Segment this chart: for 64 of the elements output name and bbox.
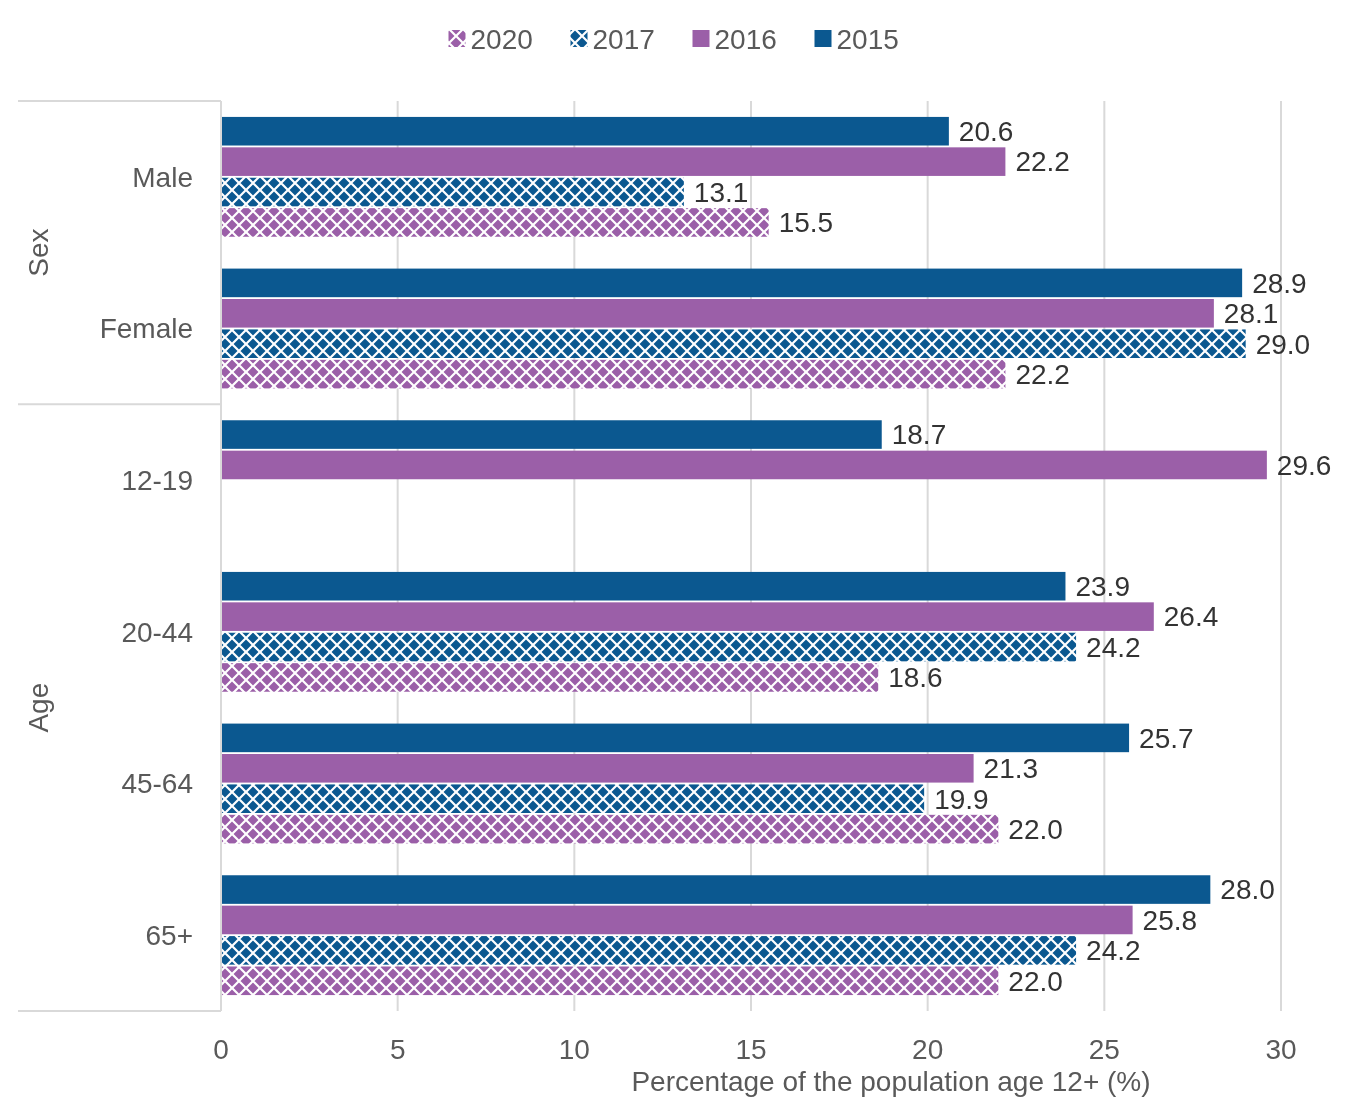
data-label: 28.9: [1252, 267, 1307, 299]
data-label: 20.6: [958, 116, 1014, 148]
x-tick-label: 20: [912, 1034, 944, 1065]
y-tick-label: 12-19: [121, 464, 193, 496]
bar: [221, 632, 1077, 662]
text: Sex: [23, 228, 54, 277]
data-label: 22.0: [1008, 813, 1063, 845]
x-tick-label: 0: [213, 1034, 229, 1065]
x-tick-label: 25: [1088, 1034, 1120, 1065]
bar: [221, 208, 769, 237]
data-label: 13.1: [693, 176, 749, 208]
x-axis-title: Percentage of the population age 12+ (%): [631, 1066, 1151, 1097]
bar: [221, 814, 999, 844]
data-label: 25.8: [1142, 904, 1198, 936]
data-label: 24.2: [1086, 935, 1141, 967]
x-tick-label: 5: [389, 1034, 406, 1065]
data-label: 18.7: [891, 419, 947, 451]
x-tick-label: 15: [735, 1034, 767, 1065]
bar: [221, 177, 684, 207]
data-label: 21.3: [983, 753, 1039, 785]
data-label: 28.1: [1223, 298, 1279, 330]
data-label: 28.0: [1220, 874, 1275, 906]
data-label: 25.7: [1139, 722, 1194, 754]
x-tick-label: 30: [1265, 1034, 1297, 1065]
data-label: 24.2: [1086, 631, 1141, 663]
y-tick-label: 20-44: [121, 616, 193, 648]
legend-label: 2020: [470, 23, 533, 55]
legend-label: 2017: [592, 23, 655, 55]
y-tick-label: 65+: [145, 919, 193, 951]
y-tick-label: Male: [132, 161, 193, 193]
bar: [221, 420, 882, 449]
bar: [221, 147, 1006, 176]
bar: [221, 116, 949, 146]
bar: [221, 329, 1246, 358]
bar: [221, 571, 1066, 601]
bar: [221, 875, 1211, 904]
legend-label: 2015: [836, 23, 899, 55]
bar: [221, 905, 1133, 935]
bar: [221, 663, 879, 692]
data-label: 15.5: [778, 207, 834, 239]
bar: [221, 966, 999, 996]
data-label: 18.6: [888, 662, 943, 694]
data-label: 23.9: [1075, 571, 1130, 603]
data-label: 29.0: [1255, 328, 1311, 360]
bar: [221, 268, 1243, 298]
bar: [221, 602, 1154, 631]
data-label: 22.0: [1008, 965, 1063, 997]
y-tick-label: 45-64: [121, 768, 193, 800]
data-label: 22.2: [1015, 358, 1070, 390]
bar: [221, 299, 1214, 328]
bar: [221, 784, 925, 813]
legend-label: 2016: [714, 23, 777, 55]
y-tick-label: Female: [99, 313, 193, 345]
data-label: 29.6: [1276, 449, 1332, 481]
bar: [221, 754, 974, 783]
bar: [221, 450, 1267, 480]
x-tick-label: 10: [558, 1034, 590, 1065]
text: Age: [23, 682, 54, 733]
bar: [221, 723, 1130, 753]
data-label: 19.9: [934, 783, 989, 815]
bar: [221, 936, 1077, 965]
bar: [221, 359, 1006, 389]
data-label: 22.2: [1015, 146, 1070, 178]
data-label: 26.4: [1163, 601, 1219, 633]
